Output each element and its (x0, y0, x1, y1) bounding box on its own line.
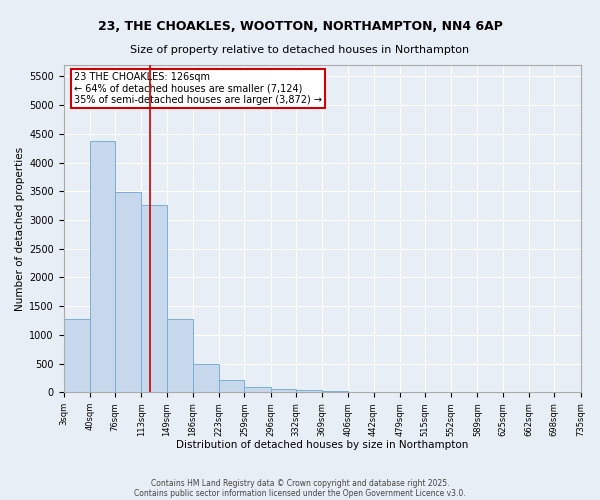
Bar (219, 380, 244, 392)
Text: Size of property relative to detached houses in Northampton: Size of property relative to detached ho… (130, 45, 470, 55)
Bar (90, 141, 115, 392)
Bar (193, 364, 219, 392)
Text: Contains public sector information licensed under the Open Government Licence v3: Contains public sector information licen… (134, 488, 466, 498)
Text: 23 THE CHOAKLES: 126sqm
← 64% of detached houses are smaller (7,124)
35% of semi: 23 THE CHOAKLES: 126sqm ← 64% of detache… (74, 72, 322, 104)
Bar (115, 192, 142, 392)
Bar (64, 320, 90, 392)
Bar (271, 388, 296, 392)
Bar (167, 320, 193, 392)
Bar (322, 390, 348, 392)
X-axis label: Distribution of detached houses by size in Northampton: Distribution of detached houses by size … (176, 440, 468, 450)
Bar (142, 204, 167, 392)
Y-axis label: Number of detached properties: Number of detached properties (15, 146, 25, 310)
Bar (244, 387, 271, 392)
Text: Contains HM Land Registry data © Crown copyright and database right 2025.: Contains HM Land Registry data © Crown c… (151, 478, 449, 488)
Text: 23, THE CHOAKLES, WOOTTON, NORTHAMPTON, NN4 6AP: 23, THE CHOAKLES, WOOTTON, NORTHAMPTON, … (98, 20, 502, 33)
Bar (296, 390, 322, 392)
